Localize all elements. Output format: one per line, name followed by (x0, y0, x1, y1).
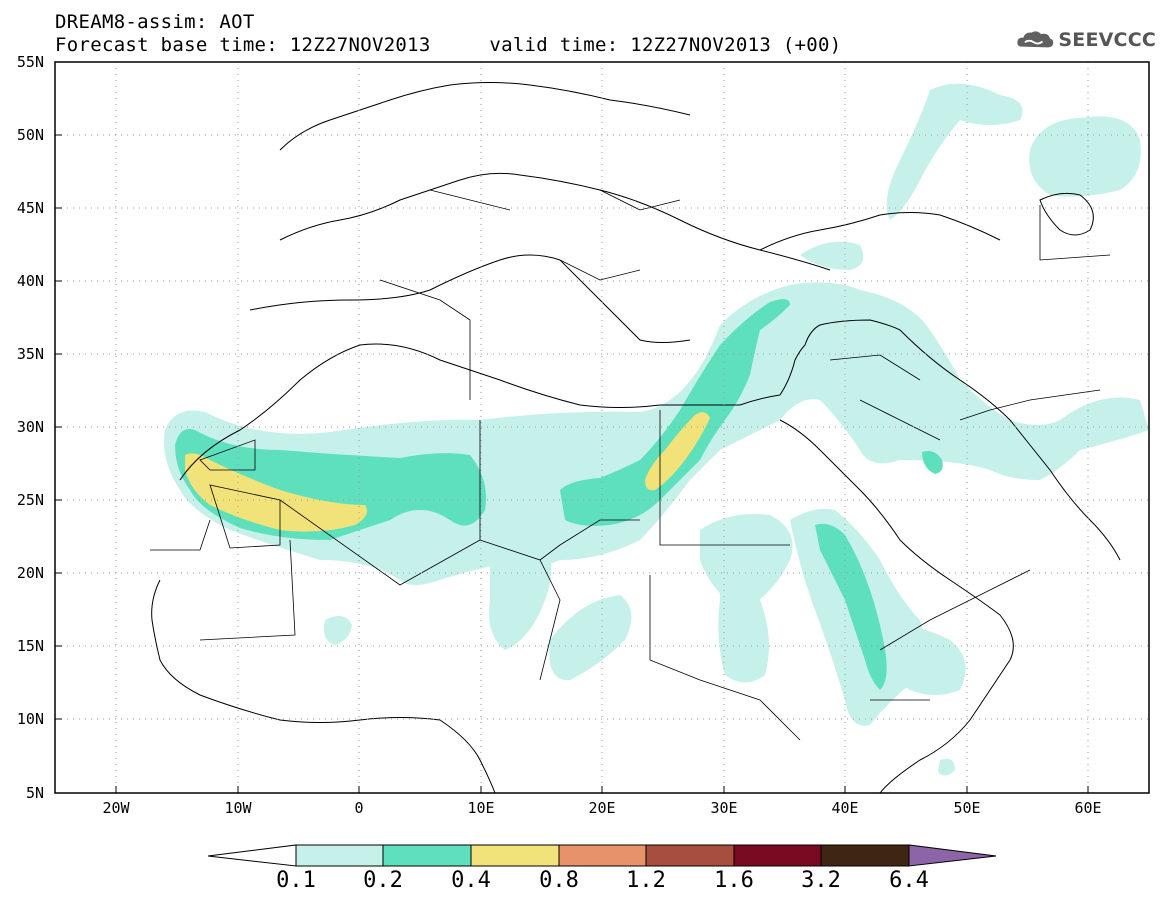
lat-label: 30N (16, 418, 44, 436)
map-title: DREAM8-assim: AOT (55, 11, 255, 33)
lat-label: 35N (16, 345, 44, 363)
forecast-times: Forecast base time: 12Z27NOV2013 valid t… (55, 34, 842, 56)
lat-label: 10N (16, 710, 44, 728)
colorbar-label: 6.4 (889, 868, 929, 893)
colorbar-segment (733, 844, 822, 867)
cloud-icon (1017, 31, 1054, 48)
colorbar (207, 844, 997, 867)
colorbar-label: 0.1 (276, 868, 316, 893)
aot-layer-0.4 (185, 412, 710, 532)
colorbar-segment (645, 844, 735, 867)
lon-label: 50E (953, 799, 981, 817)
colorbar-segment (820, 844, 910, 867)
lon-label: 20E (588, 799, 616, 817)
lat-label: 45N (16, 199, 44, 217)
lat-label: 40N (16, 272, 44, 290)
lat-label: 20N (16, 564, 44, 582)
lon-label: 20W (102, 799, 130, 817)
colorbar-segment (295, 844, 384, 867)
lat-label: 55N (16, 53, 44, 71)
map-area (55, 62, 1149, 793)
colorbar-segment (908, 844, 997, 867)
lat-label: 15N (16, 637, 44, 655)
lon-label: 30E (710, 799, 738, 817)
colorbar-label: 3.2 (801, 868, 841, 893)
lat-label: 25N (16, 491, 44, 509)
colorbar-segment (558, 844, 647, 867)
lon-label: 0 (354, 799, 364, 817)
lon-label: 60E (1074, 799, 1102, 817)
lon-label: 10W (224, 799, 252, 817)
logo-text: SEEVCCC (1058, 29, 1156, 51)
colorbar-label: 0.4 (451, 868, 491, 893)
colorbar-label: 1.2 (626, 868, 666, 893)
graticule (55, 62, 1149, 793)
colorbar-label: 0.2 (363, 868, 403, 893)
colorbar-label: 0.8 (539, 868, 579, 893)
colorbar-segment (470, 844, 560, 867)
tick-marks (55, 134, 1089, 793)
colorbar-label: 1.6 (714, 868, 754, 893)
seevccc-logo: SEEVCCC (1016, 24, 1156, 56)
colorbar-segment (382, 844, 472, 867)
borders (150, 189, 1111, 741)
coastlines (151, 82, 1121, 793)
lon-label: 10E (467, 799, 495, 817)
lon-label: 40E (831, 799, 859, 817)
colorbar-segment (207, 844, 297, 867)
lat-label: 5N (25, 784, 44, 802)
lat-label: 50N (16, 126, 44, 144)
